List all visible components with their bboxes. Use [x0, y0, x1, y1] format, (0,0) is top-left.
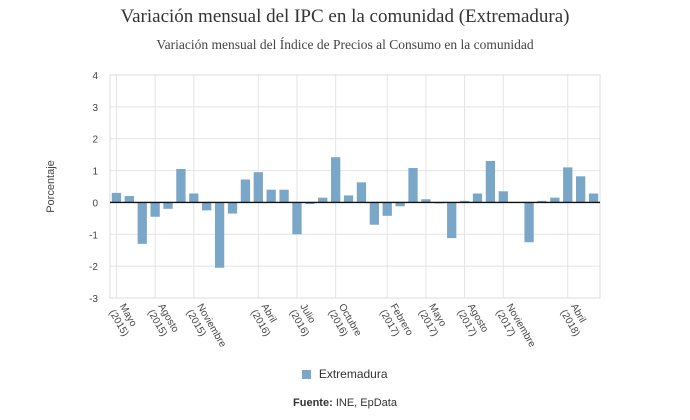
bar[interactable]: [124, 196, 134, 203]
bar[interactable]: [111, 192, 122, 203]
bar[interactable]: [279, 189, 289, 203]
x-tick-label: Octubre(2016): [326, 302, 364, 345]
bar[interactable]: [356, 182, 367, 203]
bar[interactable]: [305, 202, 315, 205]
x-tick-label: Abril(2018): [558, 302, 592, 339]
bar[interactable]: [395, 202, 405, 207]
bar[interactable]: [563, 167, 573, 203]
chart-subtitle: Variación mensual del Índice de Precios …: [156, 37, 534, 52]
x-tick-label: Mayo(2015): [106, 302, 140, 339]
bar[interactable]: [459, 200, 470, 203]
bar[interactable]: [176, 168, 186, 203]
chart-title: Variación mensual del IPC en la comunida…: [120, 6, 570, 27]
bar[interactable]: [550, 197, 560, 203]
bar[interactable]: [253, 172, 263, 203]
bar[interactable]: [227, 202, 238, 214]
y-axis-label: Porcentaje: [45, 160, 57, 213]
x-tick-label: Agosto(2017): [455, 302, 491, 341]
x-tick-label: Abril(2016): [248, 302, 282, 339]
bar[interactable]: [524, 202, 534, 243]
bar[interactable]: [421, 199, 431, 203]
y-tick-label: -1: [89, 230, 98, 241]
source-note: Fuente: INE, EpData: [0, 397, 690, 409]
bar[interactable]: [343, 195, 354, 203]
bar[interactable]: [150, 202, 160, 217]
bar[interactable]: [576, 176, 586, 203]
y-tick-label: 1: [92, 167, 98, 178]
bar[interactable]: [485, 161, 496, 203]
bar[interactable]: [214, 202, 225, 268]
x-tick-label: Febrero(2017): [377, 302, 415, 344]
plot-area: [109, 74, 601, 299]
x-tick-label: Julio(2016): [287, 302, 321, 339]
y-tick-label: -3: [89, 294, 98, 305]
y-tick-label: -2: [89, 262, 98, 273]
bar[interactable]: [331, 157, 341, 203]
bar[interactable]: [189, 193, 199, 203]
bar[interactable]: [588, 193, 599, 203]
x-tick-label: Noviembre(2015): [184, 302, 228, 356]
bar[interactable]: [472, 193, 483, 203]
legend-label: Extremadura: [318, 367, 388, 381]
x-tick-label: Noviembre(2017): [493, 302, 537, 356]
bar[interactable]: [447, 202, 457, 239]
bar[interactable]: [369, 202, 379, 225]
legend-swatch: [302, 370, 312, 379]
bar[interactable]: [537, 200, 547, 203]
source-label: Fuente:: [293, 397, 333, 409]
x-tick-label: Agosto(2015): [145, 302, 181, 341]
bar[interactable]: [292, 202, 302, 235]
bar[interactable]: [240, 179, 251, 203]
y-tick-label: 0: [92, 198, 98, 209]
y-tick-label: 2: [92, 135, 98, 146]
bar[interactable]: [382, 202, 392, 216]
legend[interactable]: Extremadura: [0, 367, 690, 381]
bar[interactable]: [163, 202, 173, 209]
bar[interactable]: [498, 191, 508, 203]
bar[interactable]: [202, 202, 212, 211]
y-tick-label: 4: [92, 71, 98, 82]
bar[interactable]: [266, 189, 276, 203]
bar[interactable]: [318, 197, 328, 203]
x-tick-label: Mayo(2017): [416, 302, 450, 339]
y-tick-label: 3: [92, 103, 98, 114]
source-text: INE, EpData: [335, 397, 397, 409]
bar[interactable]: [137, 202, 147, 244]
bar[interactable]: [408, 168, 418, 203]
